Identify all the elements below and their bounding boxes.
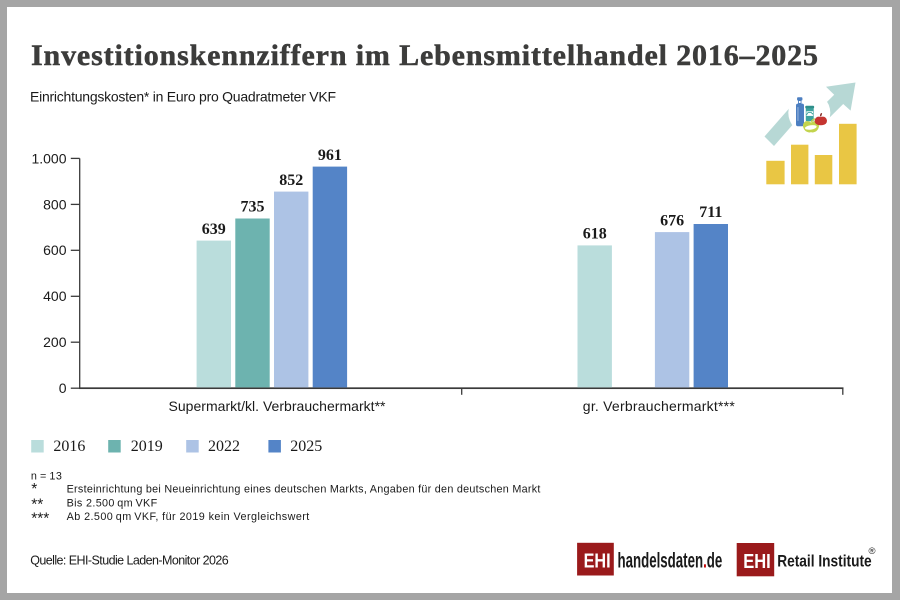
svg-text:Investitionskennziffern im Leb: Investitionskennziffern im Lebensmittelh…	[31, 39, 818, 72]
svg-text:852: 852	[279, 172, 303, 189]
svg-text:676: 676	[660, 212, 684, 229]
svg-text:618: 618	[583, 226, 607, 243]
svg-text:*: *	[31, 481, 37, 498]
svg-text:***: ***	[31, 511, 49, 528]
svg-text:2025: 2025	[290, 438, 322, 455]
svg-text:**: **	[31, 497, 43, 514]
svg-text:Ab 2.500 qm VKF, für 2019 kein: Ab 2.500 qm VKF, für 2019 kein Vergleich…	[67, 511, 310, 523]
svg-text:Supermarkt/kl. Verbrauchermark: Supermarkt/kl. Verbrauchermarkt**	[169, 398, 387, 414]
svg-text:Retail Institute: Retail Institute	[777, 551, 872, 570]
svg-text:Einrichtungskosten* in Euro pr: Einrichtungskosten* in Euro pro Quadratm…	[30, 89, 336, 105]
svg-text:2016: 2016	[53, 438, 85, 455]
svg-text:600: 600	[43, 242, 67, 258]
svg-text:711: 711	[699, 204, 722, 221]
svg-text:200: 200	[43, 334, 67, 350]
svg-text:Bis 2.500 qm VKF: Bis 2.500 qm VKF	[67, 497, 158, 509]
svg-text:2019: 2019	[131, 438, 163, 455]
svg-text:0: 0	[59, 380, 67, 396]
svg-text:1.000: 1.000	[31, 150, 66, 166]
svg-text:Ersteinrichtung bei Neueinrich: Ersteinrichtung bei Neueinrichtung eines…	[67, 484, 541, 496]
svg-text:Quelle: EHI-Studie Laden-Monit: Quelle: EHI-Studie Laden-Monitor 2026	[30, 554, 229, 568]
svg-text:800: 800	[43, 196, 67, 212]
svg-text:961: 961	[318, 147, 342, 164]
svg-text:639: 639	[202, 221, 226, 238]
svg-text:handelsdaten.de: handelsdaten.de	[618, 549, 723, 572]
svg-text:gr. Verbrauchermarkt***: gr. Verbrauchermarkt***	[583, 398, 736, 414]
svg-text:EHI: EHI	[743, 551, 771, 573]
svg-text:2022: 2022	[208, 438, 240, 455]
svg-text:n = 13: n = 13	[31, 470, 62, 482]
svg-text:735: 735	[241, 199, 265, 216]
svg-text:400: 400	[43, 288, 67, 304]
svg-text:®: ®	[869, 546, 876, 557]
svg-text:EHI: EHI	[584, 550, 611, 572]
